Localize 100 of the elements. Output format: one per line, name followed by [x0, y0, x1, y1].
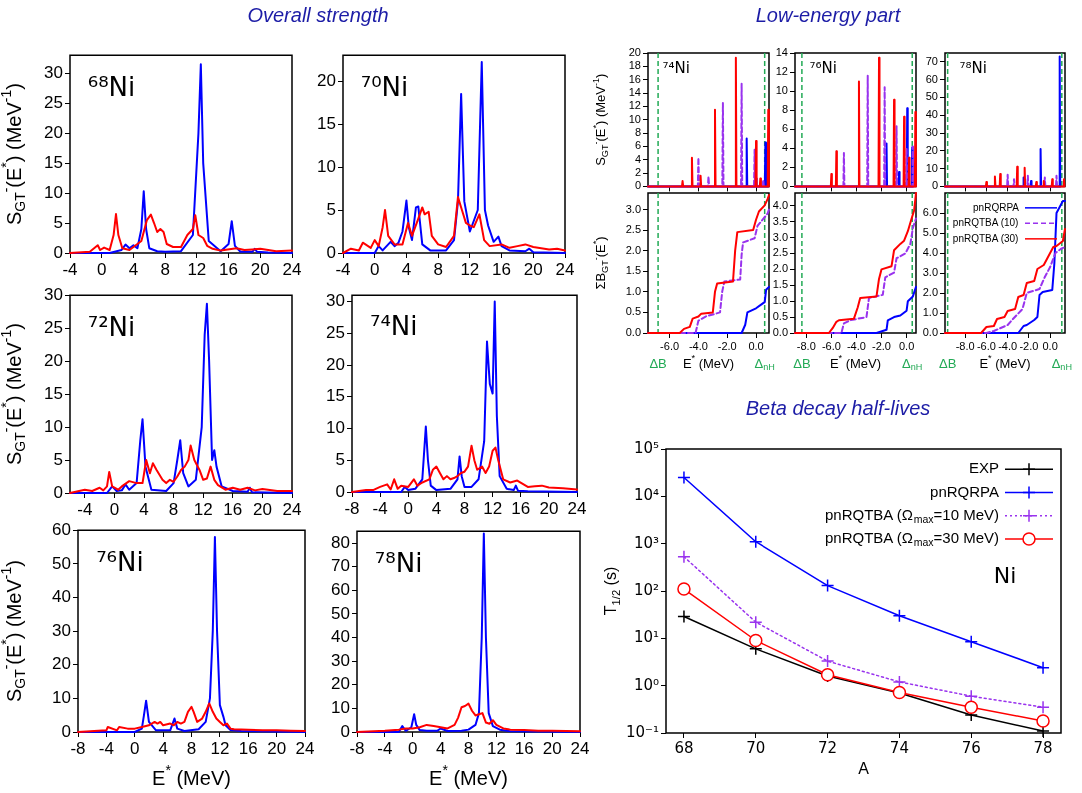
legend-label: pnRQTBA (10): [952, 217, 1019, 229]
x-tick-label: -4.0: [998, 339, 1018, 352]
x-tick-label: 16: [223, 499, 243, 519]
y-tick-label: 10: [775, 84, 788, 97]
y-tick-label: 3.0: [922, 266, 938, 279]
x-tick-label: 12: [210, 738, 230, 758]
y-tick-label: 10¹: [633, 628, 659, 647]
annotation: ⁷⁴Ni: [370, 311, 418, 342]
x-tick-label: 20: [252, 499, 272, 519]
x-axis-title: E* (MeV): [429, 761, 508, 789]
y-tick-label: 10: [317, 156, 336, 176]
y-tick-label: 6.0: [922, 206, 938, 219]
x-tick-label: 0: [96, 259, 107, 279]
y-tick-label: 20: [925, 143, 938, 156]
y-tick-label: 60: [52, 519, 71, 539]
x-tick-label: 70: [746, 738, 766, 757]
y-axis-title: SGT-(E*) (MeV-1): [0, 83, 28, 226]
y-tick-label: 8: [781, 103, 788, 116]
y-tick-label: 8: [634, 126, 641, 139]
y-tick-label: 0.5: [625, 305, 641, 318]
y-tick-label: 3.0: [772, 230, 788, 243]
y-tick-label: 50: [331, 603, 350, 623]
y-tick-label: 2: [781, 160, 788, 173]
x-tick-label: -8.0: [796, 339, 816, 352]
y-tick-label: 20: [44, 122, 63, 142]
y-tick-label: 2: [634, 166, 641, 179]
annotation: Ni: [993, 562, 1017, 588]
x-tick-label: 0.0: [1042, 339, 1058, 352]
x-tick-label: -2.0: [872, 339, 891, 352]
x-tick-label: -6.0: [660, 339, 680, 352]
y-tick-label: 4: [781, 141, 788, 154]
x-axis-title: E* (MeV): [682, 353, 735, 371]
x-tick-label: 4: [139, 499, 149, 519]
y-tick-label: 30: [326, 291, 345, 311]
ref-line-label: ΔB: [938, 355, 957, 371]
x-tick-label: -8: [70, 738, 86, 758]
y-tick-label: 50: [925, 90, 938, 103]
x-tick-label: -4.0: [846, 339, 866, 352]
x-tick-label: -8: [349, 738, 365, 758]
y-tick-label: 25: [44, 92, 63, 112]
x-tick-label: 16: [492, 259, 512, 279]
y-tick-label: 30: [44, 284, 63, 304]
y-tick-label: 4.0: [922, 246, 938, 259]
x-tick-label: 12: [486, 738, 506, 758]
x-tick-label: 68: [674, 738, 694, 757]
legend-label: pnRQRPA: [930, 482, 1000, 500]
chart-title: Overall strength: [247, 3, 389, 27]
x-tick-label: 8: [168, 499, 179, 519]
x-tick-label: 12: [460, 259, 480, 279]
x-tick-label: -4: [335, 259, 351, 279]
y-tick-label: 20: [331, 674, 350, 694]
y-tick-label: 2.0: [625, 243, 641, 256]
x-axis-title: E* (MeV): [829, 353, 882, 371]
y-tick-label: 40: [925, 108, 938, 121]
y-tick-label: 10: [326, 418, 345, 438]
y-tick-label: 14: [775, 46, 788, 59]
y-tick-label: 5: [53, 212, 63, 232]
x-tick-label: 4: [435, 738, 446, 758]
x-tick-label: 20: [539, 498, 559, 518]
x-tick-label: 4: [431, 498, 442, 518]
x-tick-label: -4.0: [688, 339, 708, 352]
x-tick-label: -2.0: [1019, 339, 1039, 352]
x-tick-label: 0: [369, 259, 380, 279]
y-tick-label: 3.5: [772, 214, 788, 227]
y-tick-label: 1.0: [625, 284, 641, 297]
y-tick-label: 10⁴: [633, 486, 659, 505]
y-tick-label: 1.0: [922, 306, 938, 319]
y-tick-label: 0: [326, 242, 336, 262]
x-tick-label: 20: [542, 738, 562, 758]
y-tick-label: 60: [925, 72, 938, 85]
x-tick-label: 4: [128, 259, 139, 279]
y-tick-label: 0: [53, 482, 63, 502]
x-tick-label: 8: [459, 498, 470, 518]
y-axis-title: T1/2 (s): [602, 566, 622, 616]
x-tick-label: 12: [187, 259, 207, 279]
x-tick-label: -8.0: [955, 339, 975, 352]
y-tick-label: 4.0: [772, 198, 788, 211]
y-axis-title: SGT-(E*) (MeV-1): [0, 560, 28, 703]
y-tick-label: 15: [326, 386, 345, 406]
y-tick-label: 12: [628, 99, 641, 112]
y-tick-label: 60: [331, 579, 350, 599]
x-tick-label: -6.0: [821, 339, 841, 352]
x-tick-label: -4: [377, 738, 393, 758]
ref-line-label: ΔB: [649, 355, 667, 371]
legend-label: EXP: [968, 459, 999, 477]
x-tick-label: 12: [483, 498, 503, 518]
y-tick-label: 10: [44, 416, 63, 436]
y-tick-label: 10: [331, 698, 350, 718]
y-tick-label: 25: [44, 317, 63, 337]
x-tick-label: 16: [511, 498, 531, 518]
y-tick-label: 40: [52, 587, 71, 607]
y-tick-label: 70: [331, 556, 350, 576]
y-tick-label: 6: [634, 139, 641, 152]
x-tick-label: -4: [77, 499, 93, 519]
annotation: ⁷⁴Ni: [662, 58, 690, 77]
x-tick-label: 24: [555, 259, 575, 279]
y-tick-label: 6: [781, 122, 788, 135]
y-tick-label: 40: [331, 627, 350, 647]
x-tick-label: -8: [344, 498, 360, 518]
x-tick-label: 8: [186, 738, 197, 758]
